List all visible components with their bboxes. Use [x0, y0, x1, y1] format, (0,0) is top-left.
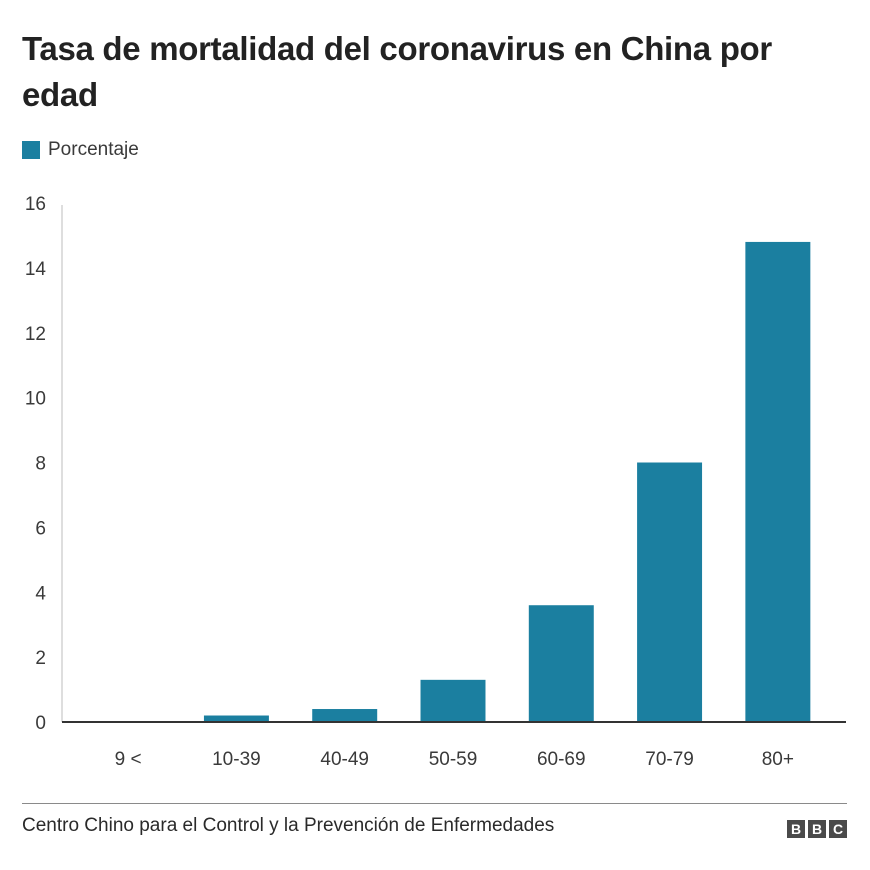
bar-60-69 [528, 605, 594, 722]
bbc-logo-letter: C [829, 820, 847, 838]
bar-40-49 [312, 709, 378, 722]
bbc-logo: B B C [787, 820, 847, 838]
bbc-logo-letter: B [808, 820, 826, 838]
bar-80 [745, 241, 811, 723]
y-axis-labels: 0 2 4 6 8 10 12 14 16 [25, 194, 47, 734]
footer-divider [22, 803, 847, 804]
y-tick-label: 2 [35, 648, 46, 669]
x-tick-label: 40-49 [320, 749, 369, 770]
y-tick-label: 0 [35, 713, 46, 734]
x-tick-label: 70-79 [645, 749, 694, 770]
y-tick-label: 8 [35, 454, 46, 475]
y-tick-label: 16 [25, 194, 46, 215]
y-tick-label: 14 [25, 259, 47, 280]
bbc-logo-letter: B [787, 820, 805, 838]
bar-10-39 [203, 715, 269, 722]
x-tick-label: 9 < [115, 749, 142, 770]
legend: Porcentaje [22, 138, 139, 162]
x-axis-labels: 9 < 10-39 40-49 50-59 60-69 70-79 80+ [115, 749, 794, 770]
bar-50-59 [420, 679, 486, 722]
x-tick-label: 50-59 [429, 749, 478, 770]
x-tick-label: 10-39 [212, 749, 261, 770]
y-tick-label: 10 [25, 389, 46, 410]
y-tick-label: 6 [35, 518, 46, 539]
bar-70-79 [637, 462, 703, 722]
chart-title: Tasa de mortalidad del coronavirus en Ch… [22, 30, 772, 113]
legend-label: Porcentaje [48, 139, 139, 160]
source-text: Centro Chino para el Control y la Preven… [22, 815, 555, 836]
y-tick-label: 4 [35, 583, 46, 604]
bars [203, 241, 811, 723]
x-tick-label: 60-69 [537, 749, 586, 770]
y-tick-label: 12 [25, 324, 46, 345]
legend-swatch [22, 141, 40, 159]
x-tick-label: 80+ [762, 749, 794, 770]
